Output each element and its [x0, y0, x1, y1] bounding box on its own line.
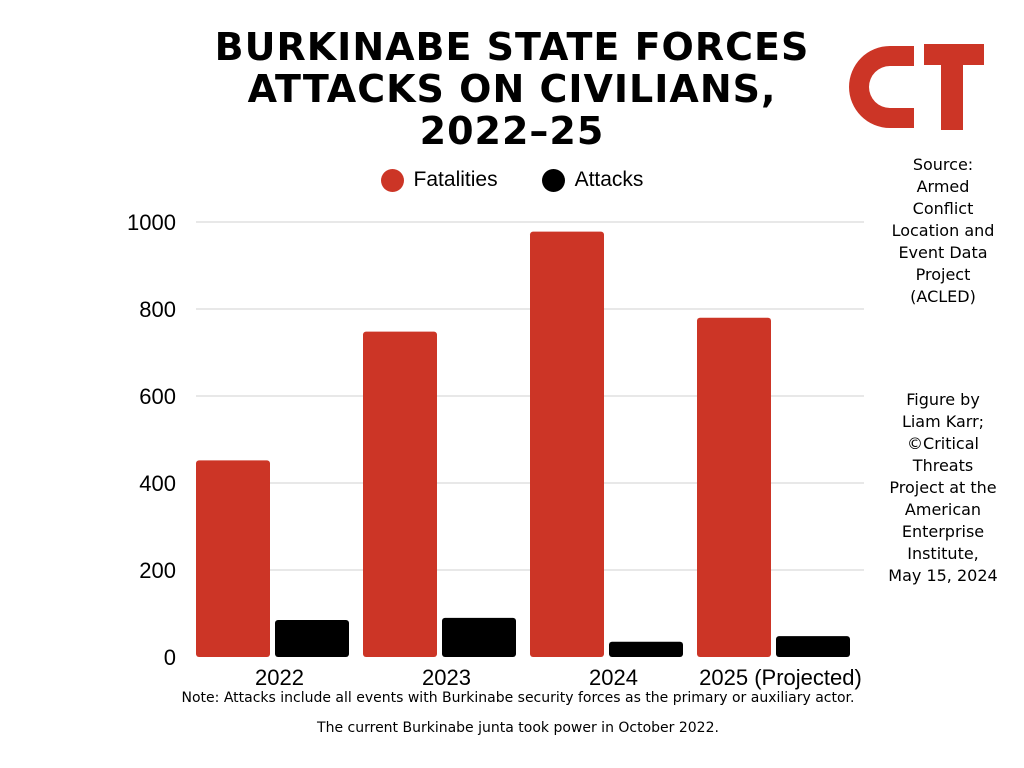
- credit-line: Project at the: [889, 478, 997, 497]
- bar-fatalities: [697, 317, 771, 657]
- y-tick-label: 0: [164, 645, 176, 670]
- legend-label-attacks: Attacks: [574, 168, 644, 191]
- bar-attacks: [609, 641, 683, 657]
- source-line: Event Data: [898, 243, 988, 262]
- title-line-1: BURKINABE STATE FORCES: [214, 25, 810, 69]
- y-tick-label: 200: [139, 558, 176, 583]
- credit-line: Enterprise: [901, 522, 985, 541]
- x-tick-label: 2023: [422, 665, 471, 690]
- source-line: Conflict: [912, 199, 974, 218]
- bar-attacks: [776, 636, 850, 657]
- source-text: Source: Armed Conflict Location and Even…: [880, 154, 1006, 308]
- credit-line: Institute,: [907, 544, 979, 563]
- x-tick-label: 2022: [255, 665, 304, 690]
- chart-title: BURKINABE STATE FORCES ATTACKS ON CIVILI…: [200, 26, 824, 152]
- note-junta: The current Burkinabe junta took power i…: [317, 720, 719, 736]
- note-attacks-definition: Note: Attacks include all events with Bu…: [181, 690, 855, 706]
- ct-logo: CT: [849, 44, 984, 130]
- legend-swatch-fatalities: [380, 168, 404, 192]
- credit-line: Threats: [912, 456, 974, 475]
- source-line: (ACLED): [910, 287, 976, 306]
- legend-item-fatalities: Fatalities: [380, 168, 498, 192]
- y-tick-label: 600: [139, 384, 176, 409]
- bar-attacks: [275, 620, 349, 657]
- credit-line: Liam Karr;: [901, 412, 985, 431]
- legend-swatch-attacks: [541, 168, 565, 192]
- credit-line: ©Critical: [907, 434, 979, 453]
- legend-label-fatalities: Fatalities: [413, 168, 498, 191]
- bar-fatalities: [196, 460, 270, 657]
- logo-t-stem: [941, 44, 963, 130]
- title-line-3: 2022–25: [419, 109, 605, 153]
- chart-legend: Fatalities Attacks: [0, 168, 1024, 192]
- bar-fatalities: [363, 331, 437, 657]
- source-line: Armed: [916, 177, 970, 196]
- source-line: Source:: [912, 155, 974, 174]
- y-tick-label: 1000: [127, 210, 176, 235]
- x-tick-label: 2024: [589, 665, 638, 690]
- logo-c-shape: [849, 46, 914, 128]
- source-line: Project: [915, 265, 971, 284]
- x-tick-label: 2025 (Projected): [699, 665, 862, 690]
- y-tick-label: 800: [139, 297, 176, 322]
- bar-attacks: [442, 617, 516, 657]
- credit-line: Figure by: [906, 390, 980, 409]
- credit-text: Figure by Liam Karr; ©Critical Threats P…: [880, 389, 1006, 587]
- legend-item-attacks: Attacks: [541, 168, 644, 192]
- y-tick-label: 400: [139, 471, 176, 496]
- credit-line: May 15, 2024: [888, 566, 998, 585]
- credit-line: American: [904, 500, 982, 519]
- bar-fatalities: [530, 231, 604, 657]
- title-line-2: ATTACKS ON CIVILIANS,: [247, 67, 777, 111]
- source-line: Location and: [891, 221, 995, 240]
